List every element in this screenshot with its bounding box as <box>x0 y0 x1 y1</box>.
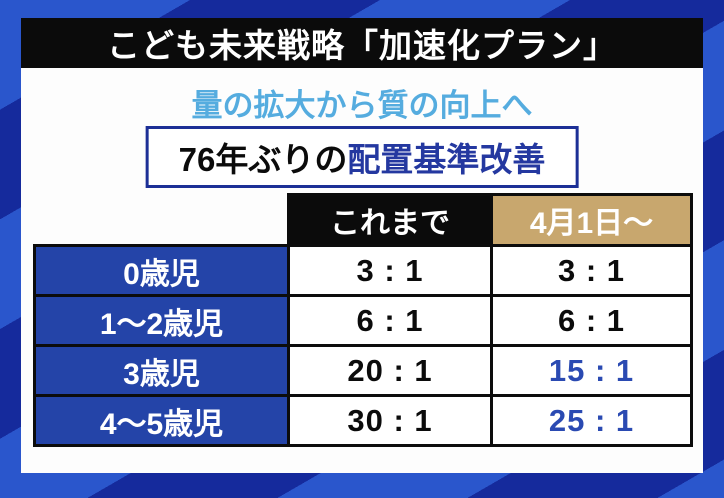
row-header-age-0: 0歳児 <box>33 244 290 297</box>
title-bar: こども未来戦略「加速化プラン」 <box>21 18 703 68</box>
content-panel: こども未来戦略「加速化プラン」 量の拡大から質の向上へ 76年ぶりの配置基準改善… <box>21 18 703 473</box>
ratio-before-cell: 20 : 1 <box>287 344 493 397</box>
ratio-after-cell: 6 : 1 <box>490 294 693 347</box>
ratio-table: これまで 4月1日～ 0歳児 3 : 1 3 : 1 1～2歳児 6 : 1 6… <box>33 193 693 447</box>
column-header-after: 4月1日～ <box>490 193 693 247</box>
row-header-age-3: 3歳児 <box>33 344 290 397</box>
ratio-before-cell: 3 : 1 <box>287 244 493 297</box>
page-title: こども未来戦略「加速化プラン」 <box>107 27 617 64</box>
ratio-after-cell: 15 : 1 <box>490 344 693 397</box>
row-header-age-1-2: 1～2歳児 <box>33 294 290 347</box>
ratio-after-cell: 25 : 1 <box>490 394 693 447</box>
table-row: 4～5歳児 30 : 1 25 : 1 <box>33 394 693 447</box>
subtitle: 量の拡大から質の向上へ <box>191 88 533 123</box>
row-header-age-4-5: 4～5歳児 <box>33 394 290 447</box>
table-header-row: これまで 4月1日～ <box>35 193 693 247</box>
table-row: 0歳児 3 : 1 3 : 1 <box>33 244 693 297</box>
column-header-before: これまで <box>287 193 493 247</box>
table-row: 1～2歳児 6 : 1 6 : 1 <box>33 294 693 347</box>
ratio-before-cell: 30 : 1 <box>287 394 493 447</box>
highlight-box: 76年ぶりの配置基準改善 <box>145 126 579 188</box>
ratio-before-cell: 6 : 1 <box>287 294 493 347</box>
table-row: 3歳児 20 : 1 15 : 1 <box>33 344 693 397</box>
corner-cell <box>35 195 289 246</box>
ratio-after-cell: 3 : 1 <box>490 244 693 297</box>
highlight-emphasis: 配置基準改善 <box>347 141 546 178</box>
highlight-prefix: 76年ぶりの <box>178 141 348 178</box>
